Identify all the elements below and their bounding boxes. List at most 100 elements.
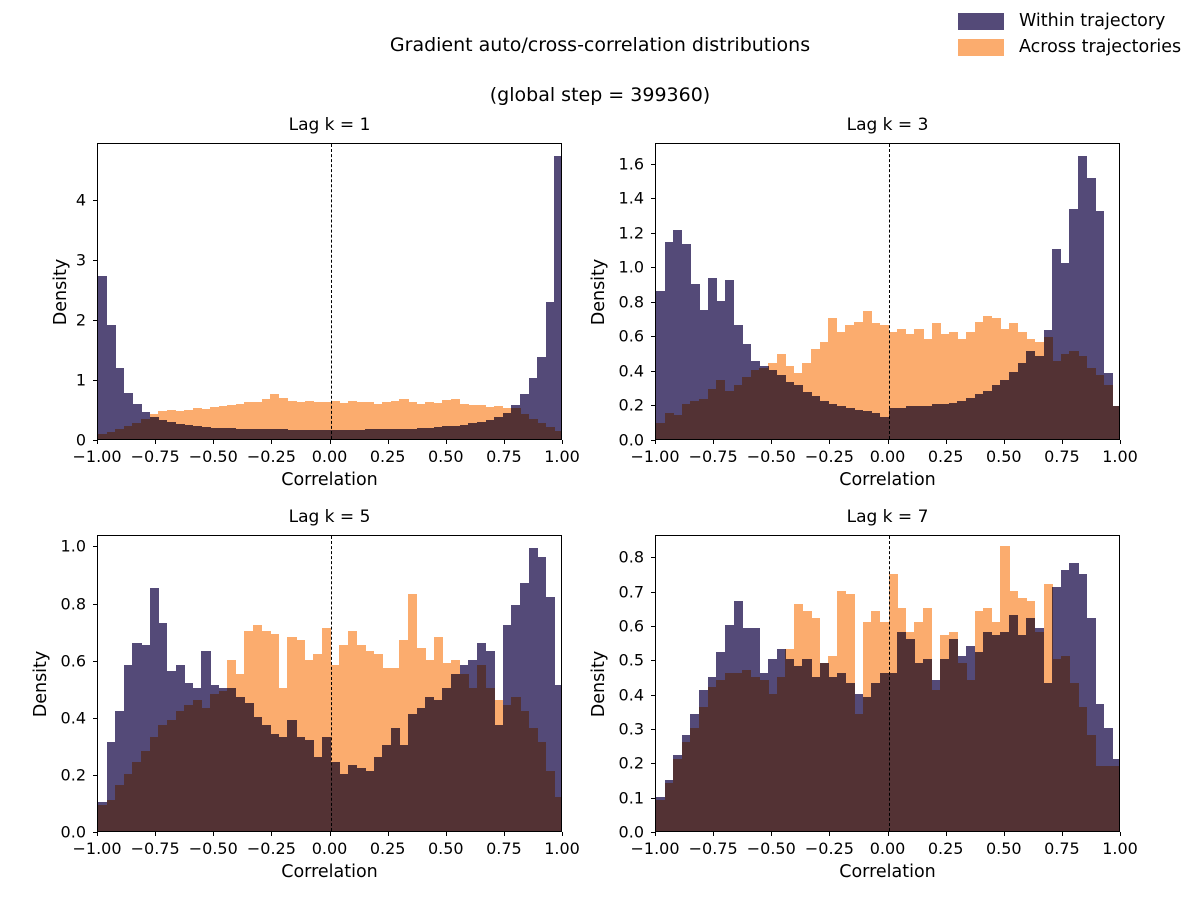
x-tick: [329, 440, 331, 444]
histogram-bar: [974, 321, 984, 439]
x-tick: [329, 832, 331, 836]
x-tick-label: −0.75: [130, 839, 180, 858]
histogram-bar: [502, 705, 512, 831]
histogram-bar: [785, 366, 795, 439]
histogram-bar: [192, 407, 202, 439]
x-tick-label: −1.00: [630, 447, 680, 466]
x-tick: [771, 832, 773, 836]
y-axis-label: Density: [589, 650, 609, 717]
histogram-bar: [690, 283, 700, 439]
y-axis-label: Density: [31, 650, 51, 717]
histogram-bar: [184, 409, 194, 439]
histogram-bar: [132, 762, 142, 831]
y-tick: [93, 380, 97, 381]
subplot-title: Lag k = 3: [846, 115, 929, 135]
histogram-bar: [854, 321, 864, 439]
y-tick-label: 1.2: [618, 223, 644, 243]
y-tick: [93, 546, 97, 548]
y-tick-label: 0.4: [60, 708, 86, 728]
histogram-bar: [716, 300, 726, 439]
y-tick: [651, 198, 655, 200]
histogram-bar: [724, 390, 735, 439]
y-tick-label: 0.6: [618, 326, 644, 346]
y-tick-label: 0.2: [60, 765, 86, 785]
histogram-bar: [1086, 734, 1096, 831]
histogram-bar: [828, 655, 838, 831]
x-tick: [771, 440, 773, 444]
legend-entry-across: Across trajectories: [958, 34, 1198, 60]
histogram-bar: [519, 414, 530, 439]
histogram-bar: [1077, 155, 1088, 439]
histogram-bar: [879, 621, 890, 831]
x-tick: [1120, 440, 1121, 444]
histogram-bar: [724, 673, 735, 831]
x-tick: [213, 440, 215, 444]
histogram-bar: [716, 380, 726, 439]
histogram-bar: [759, 679, 769, 831]
histogram-bar: [123, 773, 134, 831]
histogram-bar: [664, 413, 674, 439]
histogram-bar: [261, 631, 271, 831]
x-tick-label: −0.25: [246, 447, 296, 466]
y-tick: [93, 660, 97, 662]
y-tick: [93, 320, 97, 321]
y-tick: [651, 625, 655, 627]
x-tick: [1061, 832, 1063, 836]
histogram-bar: [166, 719, 177, 831]
histogram-bar: [356, 401, 366, 439]
histogram-bar: [218, 691, 228, 831]
y-tick-label: 2: [75, 310, 86, 330]
histogram-series-across: [98, 536, 561, 831]
histogram-bar: [1086, 368, 1096, 439]
histogram-bar: [819, 342, 829, 439]
x-tick-label: −0.50: [188, 839, 238, 858]
x-tick-label: 0.25: [369, 447, 406, 466]
histogram-bar: [991, 318, 1002, 439]
y-tick: [93, 200, 97, 201]
x-tick-label: 0.50: [985, 447, 1022, 466]
histogram-bar: [451, 398, 461, 439]
histogram-bar: [1026, 600, 1036, 831]
x-tick: [1061, 440, 1063, 444]
histogram-bar: [339, 645, 349, 831]
histogram-bar: [149, 414, 159, 439]
histogram-bar: [802, 363, 812, 439]
x-tick: [387, 832, 389, 836]
histogram-bar: [1060, 354, 1070, 439]
histogram-bar: [373, 653, 383, 831]
y-tick: [651, 728, 655, 730]
x-tick-label: 0.75: [1044, 447, 1080, 466]
x-tick-label: −0.75: [130, 447, 180, 466]
histogram-bar: [166, 410, 177, 439]
histogram-bar: [554, 155, 561, 439]
histogram-bar: [347, 400, 357, 439]
histogram-bar: [1034, 342, 1045, 439]
histogram-bar: [494, 406, 504, 439]
histogram-bar: [115, 367, 125, 439]
histogram-bar: [750, 676, 760, 831]
x-tick-label: 0.25: [927, 839, 964, 858]
histogram-bar: [802, 611, 812, 831]
histogram-bar: [416, 648, 426, 831]
x-tick: [562, 832, 563, 836]
x-tick-label: 0.75: [486, 839, 522, 858]
histogram-bar: [554, 430, 561, 439]
histogram-series-across: [656, 536, 1119, 831]
subplot-lag-1: Lag k = 1 −1.00 −0.75 −0.50 −0.25 0.00 0.25 0.5…: [51, 115, 580, 490]
histogram-bar: [511, 696, 521, 831]
histogram-bar: [664, 782, 674, 831]
histogram-bar: [476, 405, 487, 439]
x-tick: [1120, 832, 1121, 836]
histogram-bar: [519, 582, 530, 831]
histogram-bar: [390, 668, 400, 831]
histogram-bar: [468, 688, 478, 831]
x-tick-label: 0.50: [427, 839, 464, 858]
x-tick: [655, 832, 656, 836]
histogram-bar: [1017, 331, 1027, 439]
histogram-bar: [699, 399, 709, 439]
x-axis-label: Correlation: [281, 862, 378, 882]
histogram-bar: [1009, 323, 1019, 439]
histogram-bar: [1060, 262, 1070, 439]
zero-reference-line: [888, 144, 890, 439]
histogram-bar: [528, 377, 538, 439]
